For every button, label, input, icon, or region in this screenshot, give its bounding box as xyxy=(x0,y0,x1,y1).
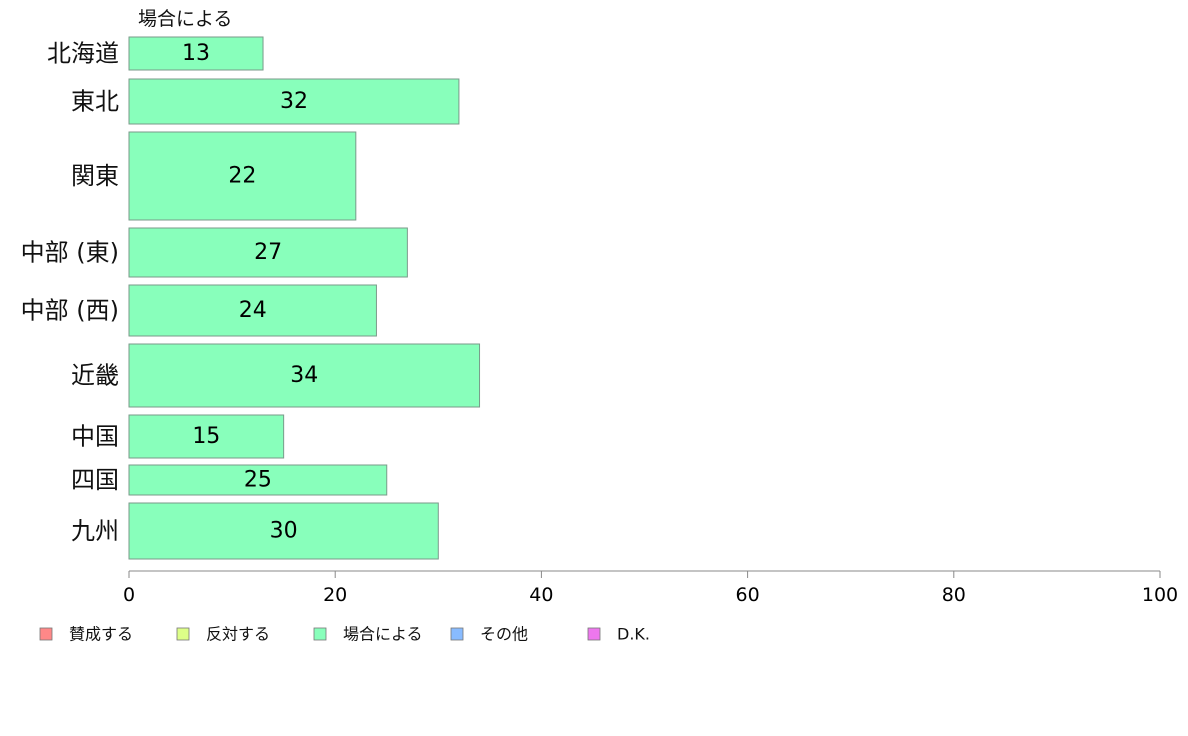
x-tick-label: 60 xyxy=(736,584,760,606)
value-label-cat-3: 27 xyxy=(254,240,282,265)
bar-cat-0 xyxy=(128,36,264,71)
legend-swatch xyxy=(587,627,601,641)
x-tick-label: 40 xyxy=(529,584,553,606)
value-label-cat-8: 30 xyxy=(270,519,298,544)
x-tick-label: 100 xyxy=(1142,584,1178,606)
category-label-cat-2: 関東 xyxy=(71,162,119,190)
legend-swatch xyxy=(313,627,327,641)
legend-swatch xyxy=(39,627,53,641)
category-label-cat-6: 中国 xyxy=(71,423,119,451)
series-title: 場合による xyxy=(138,8,232,30)
bar-cat-5 xyxy=(128,343,481,408)
value-label-cat-4: 24 xyxy=(239,298,267,323)
category-label-cat-8: 九州 xyxy=(71,517,119,545)
x-tick-label: 20 xyxy=(323,584,347,606)
category-label-cat-5: 近畿 xyxy=(71,362,119,390)
x-axis: 0 20 40 60 80 100 xyxy=(123,570,1178,606)
value-label-cat-1: 32 xyxy=(280,89,308,114)
legend: 賛成する 反対する 場合による その他 D.K. xyxy=(39,625,650,644)
value-label-cat-0: 13 xyxy=(182,41,210,66)
legend-label: 反対する xyxy=(206,625,270,644)
value-label-cat-7: 25 xyxy=(244,468,272,493)
bar-cat-1 xyxy=(128,78,460,125)
category-label-cat-7: 四国 xyxy=(71,466,119,494)
value-label-cat-5: 34 xyxy=(290,363,318,388)
bar-cat-7 xyxy=(128,464,388,496)
legend-swatch xyxy=(176,627,190,641)
category-label-cat-1: 東北 xyxy=(71,88,119,116)
bar-cat-2 xyxy=(128,131,357,221)
bar-cat-3 xyxy=(128,227,408,278)
bar-cat-4 xyxy=(128,284,377,337)
value-label-cat-2: 22 xyxy=(228,164,256,189)
legend-label: D.K. xyxy=(617,625,650,644)
legend-label: 場合による xyxy=(343,625,423,644)
category-label-cat-0: 北海道 xyxy=(47,40,119,68)
bar-cat-8 xyxy=(128,502,439,560)
bar-cat-6 xyxy=(128,414,285,459)
legend-swatch xyxy=(450,627,464,641)
bars-group: 北海道 13 東北 32 関東 22 中部 (東) 27 中部 (西) 24 近畿 34 中国 15 四国 2… xyxy=(21,36,481,560)
x-tick-label: 80 xyxy=(942,584,966,606)
category-label-cat-4: 中部 (西) xyxy=(21,297,119,325)
category-label-cat-3: 中部 (東) xyxy=(21,239,119,267)
value-label-cat-6: 15 xyxy=(192,424,220,449)
legend-label: 賛成する xyxy=(69,625,133,644)
legend-label: その他 xyxy=(480,625,528,644)
x-tick-label: 0 xyxy=(123,584,135,606)
